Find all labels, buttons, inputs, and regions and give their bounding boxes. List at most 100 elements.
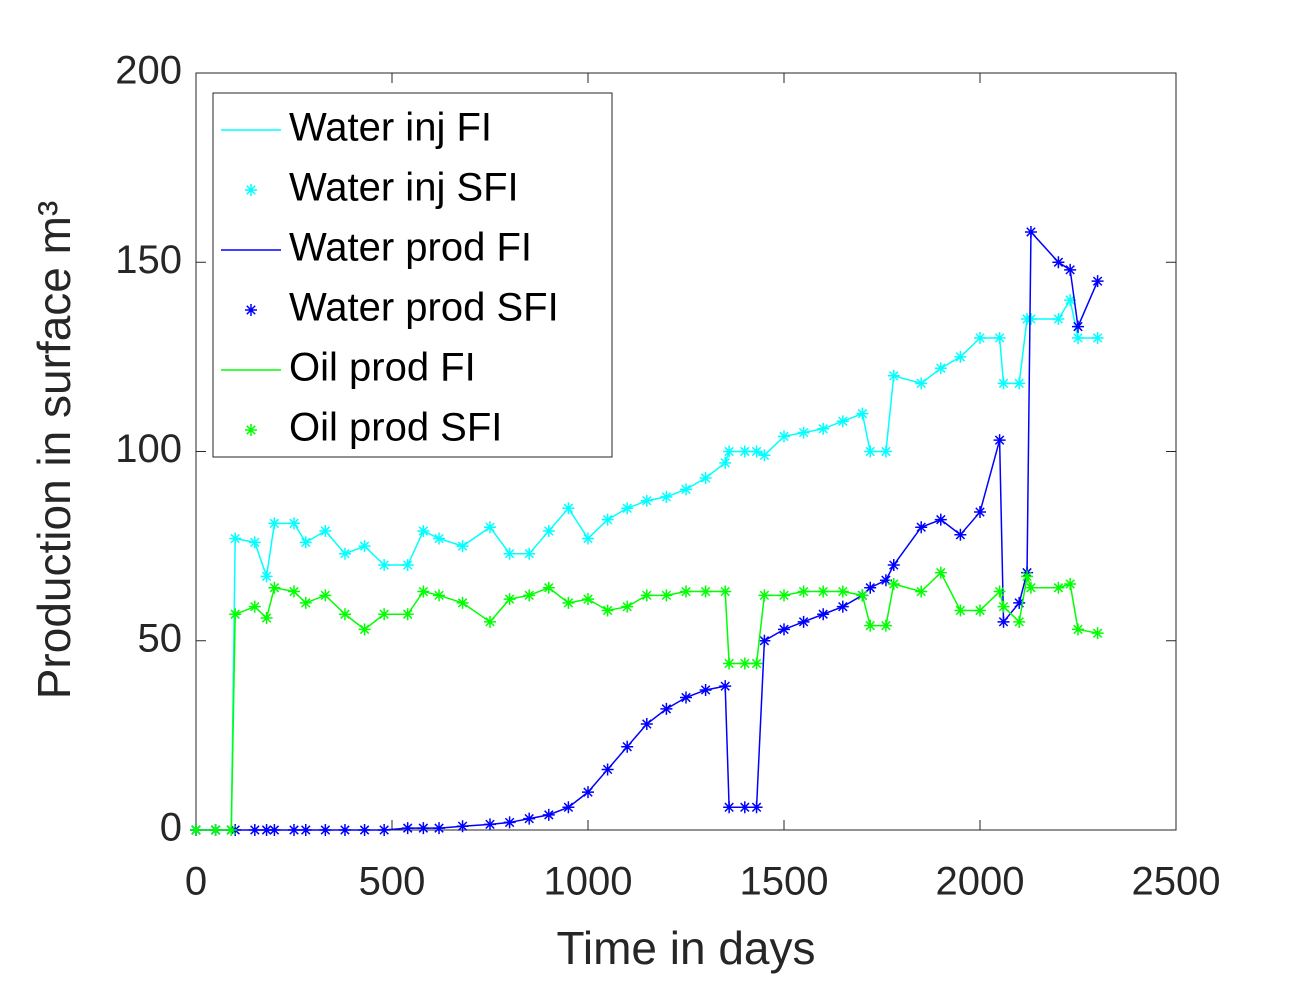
series-marker xyxy=(1091,275,1104,288)
series-marker xyxy=(268,517,281,530)
series-marker xyxy=(542,581,555,594)
series-marker xyxy=(934,566,947,579)
y-tick-label: 50 xyxy=(138,616,183,660)
series-marker xyxy=(248,600,261,613)
series-marker xyxy=(817,608,830,621)
series-marker xyxy=(680,483,692,496)
series-marker xyxy=(1064,294,1077,307)
series-marker xyxy=(1024,581,1037,594)
series-marker xyxy=(750,657,763,670)
series-marker xyxy=(750,801,763,814)
series-marker xyxy=(1064,263,1077,276)
series-marker xyxy=(401,559,414,572)
series-marker xyxy=(562,596,575,609)
series-marker xyxy=(1091,627,1104,640)
series-marker xyxy=(778,623,790,636)
series-marker xyxy=(934,362,947,375)
series-marker xyxy=(997,615,1010,628)
series-marker xyxy=(817,422,830,435)
series-marker xyxy=(817,585,830,598)
legend-label: Oil prod FI xyxy=(289,346,476,390)
series-marker xyxy=(484,521,496,534)
series-marker xyxy=(338,608,351,621)
x-tick-label: 2000 xyxy=(936,860,1025,904)
x-tick-label: 0 xyxy=(185,860,207,904)
series-marker xyxy=(699,471,712,484)
series-marker xyxy=(723,801,736,814)
series-marker xyxy=(319,524,332,537)
series-marker xyxy=(1072,320,1084,333)
series-marker xyxy=(268,581,281,594)
series-marker xyxy=(887,559,900,572)
series-marker xyxy=(260,570,273,583)
series-marker xyxy=(993,585,1006,598)
series-marker xyxy=(1013,377,1026,390)
series-marker xyxy=(997,377,1010,390)
series-marker xyxy=(433,532,446,545)
series-marker xyxy=(288,824,300,836)
series-marker xyxy=(797,426,810,439)
series-marker xyxy=(640,718,653,731)
series-marker xyxy=(864,619,877,632)
series-marker xyxy=(856,589,869,602)
series-marker xyxy=(864,445,877,458)
series-marker xyxy=(954,604,967,617)
series-marker xyxy=(640,589,653,602)
series-marker xyxy=(319,824,332,836)
series-marker xyxy=(268,824,281,836)
series-marker xyxy=(660,702,673,715)
series-marker xyxy=(1024,313,1037,326)
series-marker xyxy=(401,822,414,835)
series-marker xyxy=(723,445,736,458)
y-tick-label: 150 xyxy=(115,238,182,282)
series-marker xyxy=(915,377,928,390)
series-marker xyxy=(997,600,1010,613)
series-marker xyxy=(562,502,575,515)
series-marker xyxy=(523,589,536,602)
series-marker xyxy=(993,331,1006,344)
series-marker xyxy=(1013,615,1026,628)
series-marker xyxy=(974,604,986,617)
series-marker xyxy=(582,593,594,606)
series-marker xyxy=(954,528,967,541)
series-marker xyxy=(660,589,673,602)
series-marker xyxy=(288,517,300,530)
series-marker xyxy=(836,600,849,613)
series-marker xyxy=(523,812,536,825)
legend-swatch xyxy=(245,304,257,316)
series-marker xyxy=(723,657,736,670)
series-marker xyxy=(582,786,594,799)
series-marker xyxy=(954,350,967,363)
series-marker xyxy=(974,506,986,519)
series-marker xyxy=(797,615,810,628)
series-marker xyxy=(856,407,869,420)
series-marker xyxy=(456,820,469,833)
series-marker xyxy=(1052,256,1065,269)
series-marker xyxy=(401,608,414,621)
series-marker xyxy=(738,657,751,670)
series-marker xyxy=(1024,225,1037,238)
series-marker xyxy=(562,801,575,814)
series-marker xyxy=(299,536,312,549)
series-marker xyxy=(680,691,692,704)
series-marker xyxy=(738,801,751,814)
series-marker xyxy=(1013,596,1026,609)
y-tick-label: 100 xyxy=(115,427,182,471)
series-marker xyxy=(915,585,928,598)
x-tick-label: 2500 xyxy=(1132,860,1221,904)
series-marker xyxy=(542,524,555,537)
series-marker xyxy=(934,513,947,526)
series-marker xyxy=(456,596,469,609)
y-axis-label: Production in surface m³ xyxy=(28,201,80,700)
series-marker xyxy=(484,818,496,831)
legend-label: Water prod FI xyxy=(289,226,532,270)
series-marker xyxy=(1091,331,1104,344)
series-marker xyxy=(417,524,430,537)
series-marker xyxy=(225,824,238,836)
series-marker xyxy=(358,824,371,836)
series-marker xyxy=(758,589,771,602)
legend-label: Water inj SFI xyxy=(289,166,519,210)
legend-box xyxy=(212,92,613,458)
series-marker xyxy=(229,532,242,545)
series-marker xyxy=(1072,331,1084,344)
